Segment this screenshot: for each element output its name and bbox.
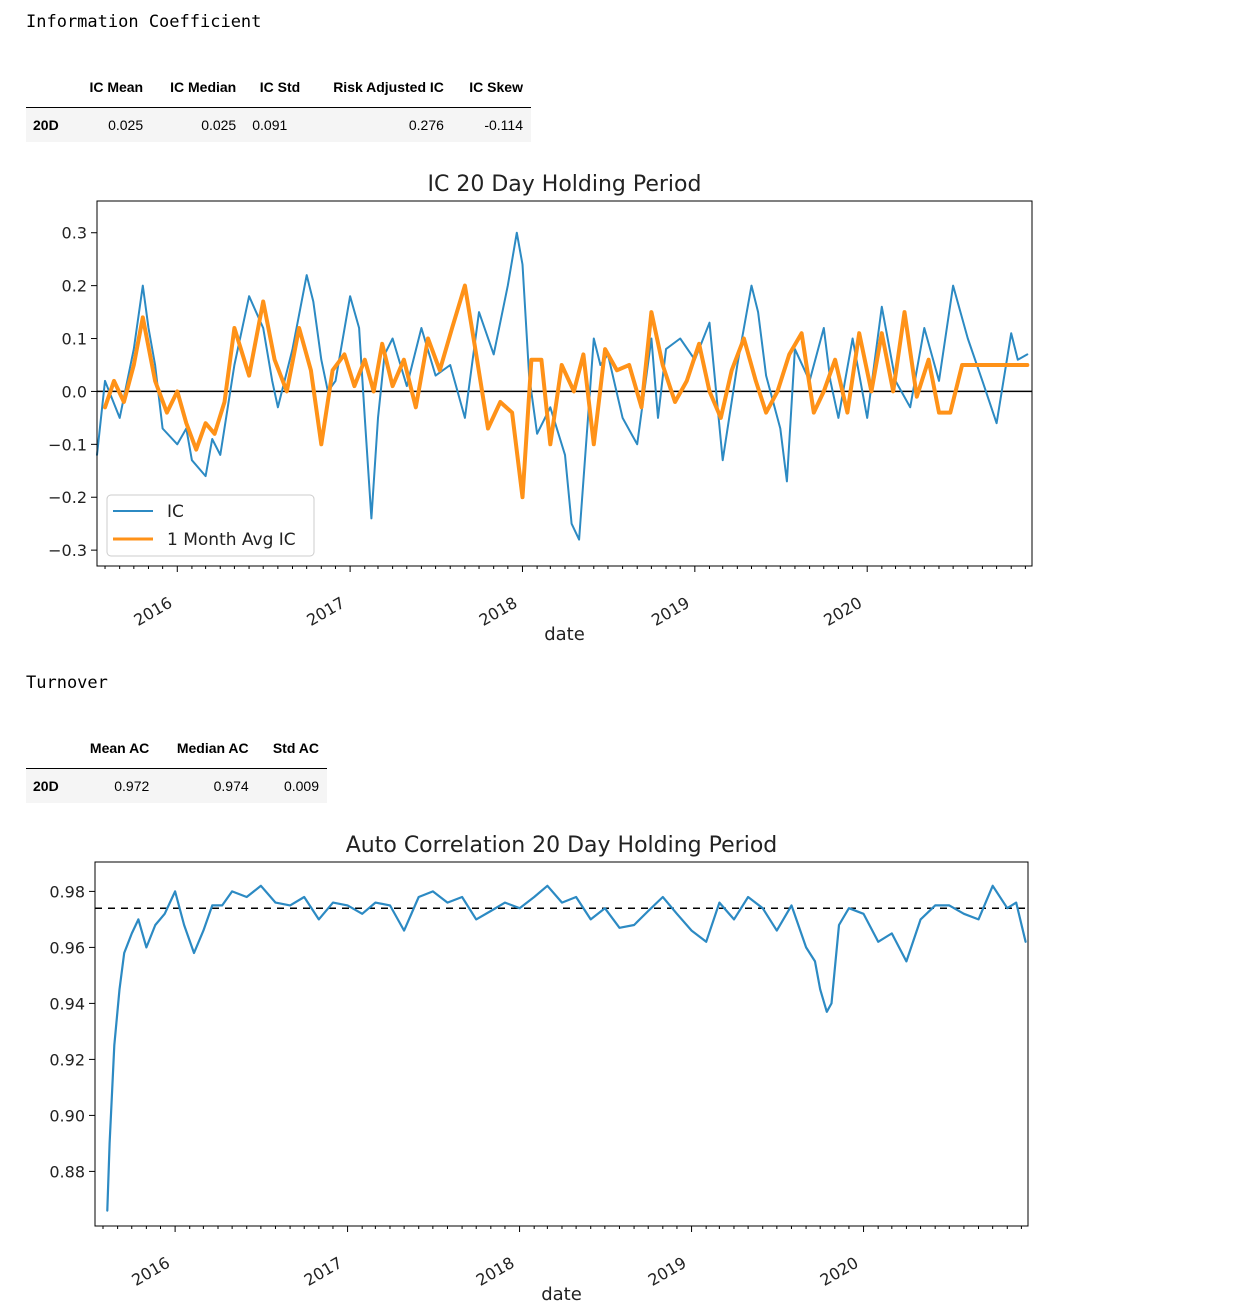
ic-skew-header: IC Skew [451,67,531,108]
y-tick-label: 0.0 [62,382,87,401]
ic-median-value: 0.025 [151,107,245,142]
x-tick-label: 2016 [128,1253,173,1290]
ic-table-header-row: IC Mean IC Median IC Std Risk Adjusted I… [26,67,531,108]
table-row: 20D 0.025 0.025 0.091 0.276 -0.114 [26,107,531,142]
x-tick-label: 2020 [820,593,865,630]
y-tick-label: 0.90 [49,1106,85,1125]
y-tick-label: −0.3 [48,541,87,560]
risk-adjusted-ic-value: 0.276 [308,107,452,142]
ic-mean-value: 0.025 [72,107,152,142]
turnover-table-header-row: Mean AC Median AC Std AC [26,728,327,769]
row-label: 20D [26,768,73,803]
chart-title: Auto Correlation 20 Day Holding Period [346,833,778,858]
ic-std-header: IC Std [244,67,309,108]
x-tick-label: 2020 [817,1253,862,1290]
chart-title: IC 20 Day Holding Period [428,172,702,197]
y-tick-label: 0.2 [62,277,87,296]
ic-median-header: IC Median [151,67,245,108]
std-ac-value: 0.009 [256,768,327,803]
ic-skew-value: -0.114 [451,107,531,142]
y-tick-label: 0.88 [49,1162,85,1181]
turnover-table-corner [26,728,73,769]
plot-frame [96,200,1033,567]
median-ac-value: 0.974 [157,768,257,803]
ic-std-value: 0.091 [244,107,309,142]
x-axis-label: date [544,624,585,645]
mean-ac-value: 0.972 [72,768,158,803]
ic-series-line [96,231,1029,541]
x-tick-label: 2017 [303,593,348,630]
autocorrelation-series-line [106,884,1027,1212]
y-tick-label: 0.92 [49,1050,85,1069]
ic-summary-table: IC Mean IC Median IC Std Risk Adjusted I… [26,67,531,142]
plot-frame [94,861,1029,1227]
y-tick-label: −0.2 [48,488,87,507]
std-ac-header: Std AC [256,728,327,769]
x-tick-label: 2016 [131,593,176,630]
y-tick-label: 0.94 [49,994,85,1013]
x-tick-label: 2018 [473,1253,518,1290]
turnover-section-heading: Turnover [26,673,108,693]
risk-adjusted-ic-header: Risk Adjusted IC [308,67,452,108]
ic-chart: IC 20 Day Holding Period 2016 2017 2018 2019… [48,172,1033,645]
ic-section-heading: Information Coefficient [26,12,262,32]
ic-mean-header: IC Mean [72,67,152,108]
y-tick-label: 0.1 [62,330,87,349]
turnover-summary-table: Mean AC Median AC Std AC 20D 0.972 0.974… [26,728,327,803]
autocorrelation-chart: Auto Correlation 20 Day Holding Period 20… [49,833,1029,1304]
median-ac-header: Median AC [157,728,257,769]
x-tick-label: 2019 [645,1253,690,1290]
legend-label: IC [167,502,184,522]
row-label: 20D [26,107,73,142]
y-tick-label: −0.1 [48,435,87,454]
y-tick-label: 0.98 [49,882,85,901]
x-tick-label: 2018 [476,593,521,630]
x-axis-label: date [541,1284,582,1304]
x-tick-label: 2017 [301,1253,346,1290]
monthly-avg-ic-series-line [103,283,1030,500]
x-tick-label: 2019 [648,593,693,630]
mean-ac-header: Mean AC [72,728,158,769]
legend-box [106,494,315,557]
y-tick-label: 0.3 [62,224,87,243]
ic-table-corner [26,67,73,108]
y-tick-label: 0.96 [49,938,85,957]
table-row: 20D 0.972 0.974 0.009 [26,768,327,803]
legend-label: 1 Month Avg IC [167,530,296,550]
